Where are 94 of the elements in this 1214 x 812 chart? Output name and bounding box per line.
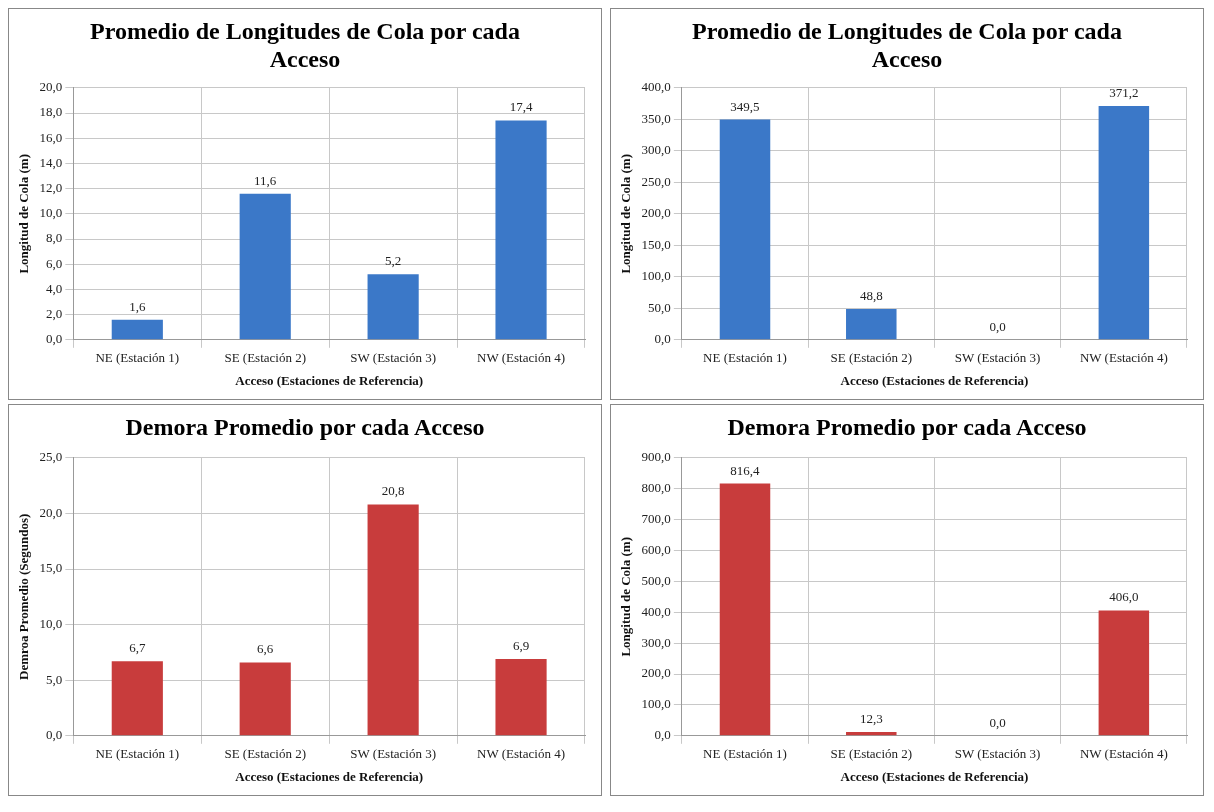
x-tick-label: NE (Estación 1)	[703, 350, 787, 366]
y-tick-label: 12,0	[39, 180, 63, 196]
x-axis-title: Acceso (Estaciones de Referencia)	[840, 768, 1029, 784]
data-label: 20,8	[381, 483, 405, 499]
y-tick-label: 8,0	[46, 230, 63, 246]
data-label: 17,4	[509, 99, 533, 115]
bar	[239, 193, 291, 340]
x-tick-label: NE (Estación 1)	[703, 746, 787, 762]
data-label: 12,3	[859, 710, 883, 726]
y-tick-label: 100,0	[641, 268, 671, 284]
x-tick-label: SW (Estación 3)	[350, 350, 436, 366]
y-tick-label: 18,0	[39, 104, 63, 120]
y-tick-label: 400,0	[641, 79, 671, 95]
y-tick-label: 0,0	[654, 727, 671, 743]
bar	[111, 319, 163, 340]
data-label: 6,6	[257, 641, 274, 657]
y-tick-label: 500,0	[641, 572, 671, 588]
data-label: 6,7	[129, 640, 146, 656]
x-tick-label: NE (Estación 1)	[95, 350, 180, 366]
y-tick-label: 15,0	[39, 560, 63, 576]
bar	[719, 483, 771, 736]
data-label: 5,2	[385, 253, 402, 269]
y-tick-label: 200,0	[641, 665, 671, 681]
x-tick-label: SE (Estación 2)	[830, 746, 913, 762]
x-tick-label: SE (Estación 2)	[224, 350, 307, 366]
y-tick-label: 0,0	[654, 331, 671, 347]
bar	[367, 274, 419, 340]
x-tick-label: NW (Estación 4)	[477, 350, 565, 366]
y-tick-label: 200,0	[641, 205, 671, 221]
x-axis-title: Acceso (Estaciones de Referencia)	[840, 372, 1029, 388]
y-tick-label: 14,0	[39, 154, 63, 170]
x-tick-label: NW (Estación 4)	[1079, 746, 1168, 762]
x-tick-label: NE (Estación 1)	[95, 746, 180, 762]
y-tick-label: 0,0	[46, 331, 63, 347]
y-tick-label: 800,0	[641, 480, 671, 496]
y-tick-label: 2,0	[46, 306, 63, 322]
y-tick-label: 700,0	[641, 511, 671, 526]
y-tick-label: 6,0	[46, 255, 63, 271]
y-tick-label: 350,0	[641, 110, 671, 126]
y-axis-title: Demroa Promedio (Segundos)	[16, 513, 32, 680]
data-label: 0,0	[989, 714, 1006, 730]
y-tick-label: 150,0	[641, 236, 671, 252]
x-tick-label: SW (Estación 3)	[954, 350, 1041, 366]
x-tick-label: SE (Estación 2)	[224, 746, 307, 762]
y-tick-label: 250,0	[641, 173, 671, 189]
y-axis-title: Longitud de Cola (m)	[618, 537, 634, 657]
y-tick-label: 400,0	[641, 603, 671, 619]
y-tick-label: 300,0	[641, 142, 671, 158]
y-tick-label: 10,0	[39, 616, 63, 632]
y-tick-label: 20,0	[39, 79, 63, 95]
x-tick-label: SW (Estación 3)	[350, 746, 436, 762]
bar	[719, 119, 771, 340]
x-axis-title: Acceso (Estaciones de Referencia)	[235, 768, 424, 784]
data-label: 371,2	[1109, 84, 1139, 100]
x-axis-title: Acceso (Estaciones de Referencia)	[235, 372, 424, 388]
y-tick-label: 600,0	[641, 541, 671, 557]
y-tick-label: 10,0	[39, 205, 63, 221]
bar	[111, 661, 163, 736]
x-tick-label: NW (Estación 4)	[1079, 350, 1168, 366]
x-tick-label: NW (Estación 4)	[477, 746, 565, 762]
y-tick-label: 300,0	[641, 634, 671, 650]
y-tick-label: 900,0	[641, 449, 671, 465]
y-tick-label: 25,0	[39, 449, 63, 465]
y-tick-label: 100,0	[641, 696, 671, 712]
data-label: 1,6	[129, 298, 146, 314]
data-label: 48,8	[859, 287, 883, 303]
y-tick-label: 16,0	[39, 129, 63, 145]
bar	[495, 120, 547, 340]
y-axis-title: Longitud de Cola (m)	[618, 154, 634, 274]
x-tick-label: SE (Estación 2)	[830, 350, 913, 366]
chart-title: Promedio de Longitudes de Cola por cada Acceso	[691, 17, 1123, 73]
chart-title: Demora Promedio por cada Acceso	[125, 413, 485, 441]
bar	[495, 659, 547, 736]
y-tick-label: 4,0	[46, 280, 63, 296]
bar	[1098, 610, 1150, 736]
y-tick-label: 50,0	[648, 299, 671, 315]
data-label: 11,6	[254, 172, 277, 188]
y-tick-label: 0,0	[46, 727, 63, 743]
y-tick-label: 20,0	[39, 504, 63, 520]
bar	[239, 662, 291, 736]
data-label: 349,5	[730, 98, 760, 114]
y-axis-title: Longitud de Cola (m)	[16, 154, 32, 274]
data-label: 0,0	[989, 318, 1006, 334]
y-tick-label: 5,0	[46, 671, 63, 687]
data-label: 406,0	[1109, 589, 1139, 605]
x-tick-label: SW (Estación 3)	[954, 746, 1041, 762]
data-label: 6,9	[512, 637, 530, 653]
bar	[1098, 105, 1150, 340]
bar	[367, 504, 419, 736]
bar	[846, 309, 897, 340]
bar	[846, 732, 897, 736]
chart-title: Promedio de Longitudes de Cola por cada Acceso	[89, 17, 521, 73]
chart-title: Demora Promedio por cada Acceso	[727, 413, 1087, 441]
data-label: 816,4	[730, 462, 761, 478]
